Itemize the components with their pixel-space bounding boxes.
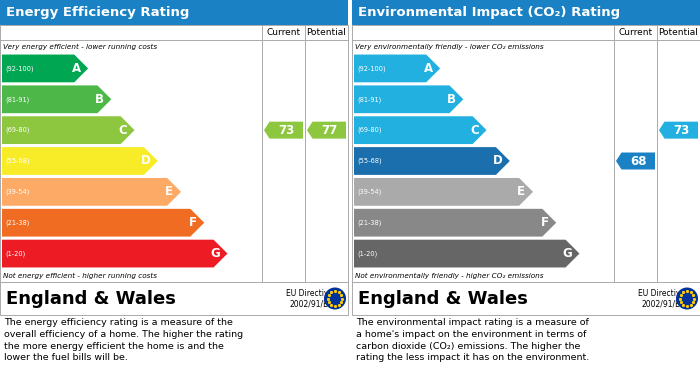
Text: A: A bbox=[72, 62, 81, 75]
Text: Current: Current bbox=[618, 28, 652, 37]
Polygon shape bbox=[354, 178, 533, 206]
Polygon shape bbox=[2, 178, 181, 206]
Text: D: D bbox=[493, 154, 503, 167]
Text: (55-68): (55-68) bbox=[5, 158, 29, 164]
Text: England & Wales: England & Wales bbox=[358, 289, 528, 307]
Bar bbox=[352, 25, 700, 282]
Text: (92-100): (92-100) bbox=[5, 65, 34, 72]
Text: Potential: Potential bbox=[659, 28, 699, 37]
Text: Environmental Impact (CO₂) Rating: Environmental Impact (CO₂) Rating bbox=[358, 6, 620, 19]
Polygon shape bbox=[2, 209, 204, 237]
Text: F: F bbox=[188, 216, 197, 229]
Text: 73: 73 bbox=[278, 124, 295, 136]
Text: Very energy efficient - lower running costs: Very energy efficient - lower running co… bbox=[3, 43, 157, 50]
Polygon shape bbox=[354, 85, 463, 113]
Text: 68: 68 bbox=[630, 154, 647, 167]
Text: E: E bbox=[517, 185, 525, 198]
Text: (55-68): (55-68) bbox=[357, 158, 382, 164]
Polygon shape bbox=[307, 122, 346, 139]
Text: Not energy efficient - higher running costs: Not energy efficient - higher running co… bbox=[3, 273, 157, 278]
Polygon shape bbox=[2, 116, 134, 144]
Polygon shape bbox=[354, 54, 440, 83]
Text: (92-100): (92-100) bbox=[357, 65, 386, 72]
Text: (81-91): (81-91) bbox=[5, 96, 29, 102]
Text: (39-54): (39-54) bbox=[357, 188, 382, 195]
Text: G: G bbox=[563, 247, 573, 260]
Polygon shape bbox=[2, 85, 111, 113]
Text: B: B bbox=[95, 93, 104, 106]
Bar bbox=[0, 282, 348, 315]
Text: 73: 73 bbox=[673, 124, 690, 136]
Polygon shape bbox=[659, 122, 698, 139]
Text: D: D bbox=[141, 154, 151, 167]
Text: (1-20): (1-20) bbox=[5, 250, 25, 257]
Polygon shape bbox=[616, 152, 655, 169]
Bar bbox=[352, 0, 700, 25]
Text: C: C bbox=[118, 124, 127, 136]
Bar bbox=[0, 25, 348, 282]
Text: Potential: Potential bbox=[307, 28, 346, 37]
Polygon shape bbox=[264, 122, 303, 139]
Text: The energy efficiency rating is a measure of the
overall efficiency of a home. T: The energy efficiency rating is a measur… bbox=[4, 318, 243, 362]
Text: (21-38): (21-38) bbox=[5, 219, 29, 226]
Text: England & Wales: England & Wales bbox=[6, 289, 176, 307]
Text: Energy Efficiency Rating: Energy Efficiency Rating bbox=[6, 6, 190, 19]
Polygon shape bbox=[354, 209, 556, 237]
Text: Not environmentally friendly - higher CO₂ emissions: Not environmentally friendly - higher CO… bbox=[355, 273, 543, 278]
Polygon shape bbox=[354, 147, 510, 175]
Text: EU Directive
2002/91/EC: EU Directive 2002/91/EC bbox=[638, 289, 685, 308]
Polygon shape bbox=[354, 116, 486, 144]
Text: (69-80): (69-80) bbox=[357, 127, 382, 133]
Text: Current: Current bbox=[267, 28, 300, 37]
Text: F: F bbox=[540, 216, 548, 229]
Text: (21-38): (21-38) bbox=[357, 219, 382, 226]
Text: (1-20): (1-20) bbox=[357, 250, 377, 257]
Text: EU Directive
2002/91/EC: EU Directive 2002/91/EC bbox=[286, 289, 334, 308]
Text: Very environmentally friendly - lower CO₂ emissions: Very environmentally friendly - lower CO… bbox=[355, 43, 544, 50]
Text: E: E bbox=[165, 185, 173, 198]
Circle shape bbox=[324, 287, 346, 310]
Text: (69-80): (69-80) bbox=[5, 127, 29, 133]
Text: C: C bbox=[470, 124, 479, 136]
Polygon shape bbox=[2, 54, 88, 83]
Bar bbox=[352, 282, 700, 315]
Polygon shape bbox=[2, 147, 158, 175]
Text: A: A bbox=[424, 62, 433, 75]
Text: 77: 77 bbox=[321, 124, 337, 136]
Text: The environmental impact rating is a measure of
a home's impact on the environme: The environmental impact rating is a mea… bbox=[356, 318, 589, 362]
Text: (39-54): (39-54) bbox=[5, 188, 29, 195]
Text: B: B bbox=[447, 93, 456, 106]
Bar bbox=[0, 0, 348, 25]
Circle shape bbox=[676, 287, 698, 310]
Text: (81-91): (81-91) bbox=[357, 96, 382, 102]
Polygon shape bbox=[354, 240, 580, 267]
Text: G: G bbox=[211, 247, 220, 260]
Polygon shape bbox=[2, 240, 228, 267]
